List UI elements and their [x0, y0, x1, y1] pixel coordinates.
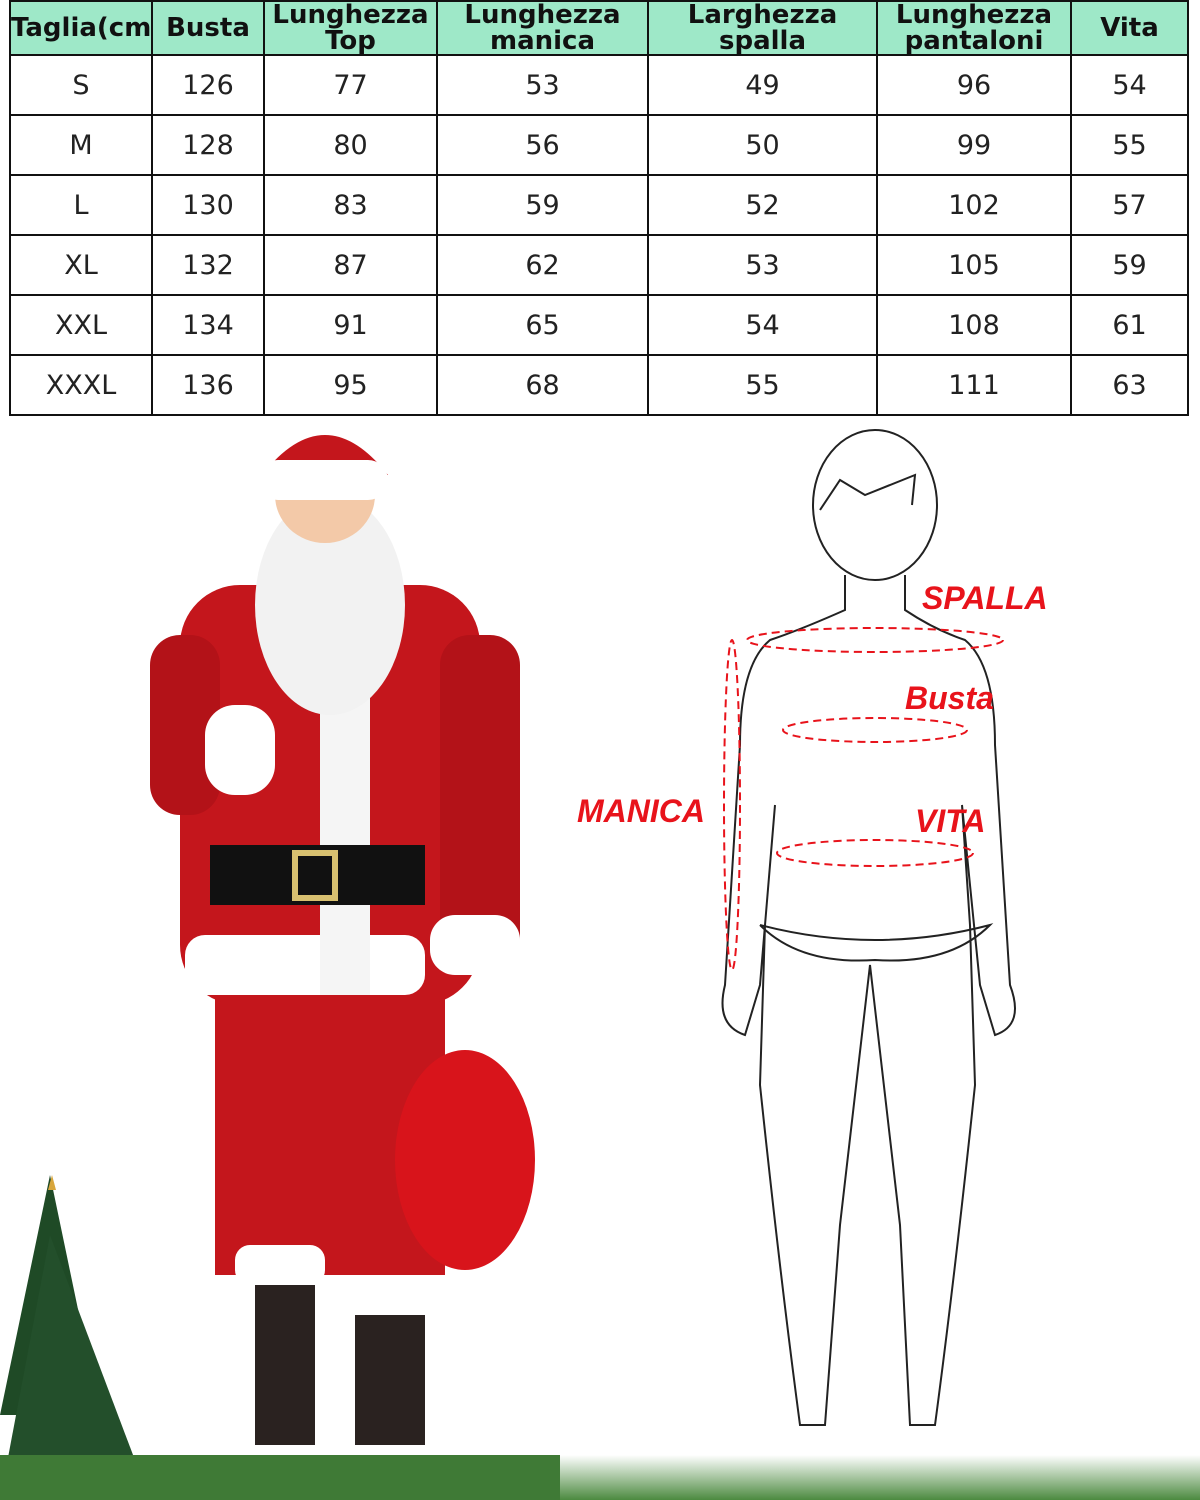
table-cell: 63	[1070, 354, 1189, 416]
table-cell: 87	[263, 234, 438, 296]
column-header: Lunghezza pantaloni	[876, 0, 1072, 56]
table-cell: 53	[647, 234, 878, 296]
table-cell: XXXL	[9, 354, 153, 416]
manica-label: MANICA	[577, 793, 705, 829]
table-cell: 61	[1070, 294, 1189, 356]
table-cell: 53	[436, 54, 649, 116]
table-cell: 126	[151, 54, 265, 116]
table-cell: 83	[263, 174, 438, 236]
table-cell: L	[9, 174, 153, 236]
table-cell: 65	[436, 294, 649, 356]
column-header: Larghezza spalla	[647, 0, 878, 56]
table-cell: 68	[436, 354, 649, 416]
table-cell: 102	[876, 174, 1072, 236]
vita-label: VITA	[915, 803, 986, 839]
table-cell: 56	[436, 114, 649, 176]
table-cell: XXL	[9, 294, 153, 356]
column-header: Lunghezza manica	[436, 0, 649, 56]
table-row: M 128 80 56 50 99 55	[9, 114, 1189, 176]
table-cell: 62	[436, 234, 649, 296]
table-cell: 91	[263, 294, 438, 356]
table-cell: 55	[1070, 114, 1189, 176]
table-cell: 50	[647, 114, 878, 176]
table-cell: M	[9, 114, 153, 176]
table-row: XXL 134 91 65 54 108 61	[9, 294, 1189, 356]
table-cell: 54	[647, 294, 878, 356]
column-header: Taglia(cm)	[9, 0, 153, 56]
table-cell: 95	[263, 354, 438, 416]
table-row: XXXL 136 95 68 55 111 63	[9, 354, 1189, 416]
table-cell: 57	[1070, 174, 1189, 236]
table-cell: 96	[876, 54, 1072, 116]
table-cell: 55	[647, 354, 878, 416]
body-measurement-diagram	[721, 429, 1016, 1426]
column-header: Lunghezza Top	[263, 0, 438, 56]
table-row: L 130 83 59 52 102 57	[9, 174, 1189, 236]
table-cell: 130	[151, 174, 265, 236]
greenery-border	[560, 1455, 1200, 1500]
table-cell: 132	[151, 234, 265, 296]
busta-label: Busta	[905, 680, 994, 716]
table-cell: 136	[151, 354, 265, 416]
table-cell: 111	[876, 354, 1072, 416]
table-cell: 59	[436, 174, 649, 236]
table-row: XL 132 87 62 53 105 59	[9, 234, 1189, 296]
table-cell: 52	[647, 174, 878, 236]
table-cell: 59	[1070, 234, 1189, 296]
table-cell: S	[9, 54, 153, 116]
column-header: Vita	[1070, 0, 1189, 56]
column-header: Busta	[151, 0, 265, 56]
table-cell: 54	[1070, 54, 1189, 116]
table-cell: 128	[151, 114, 265, 176]
table-cell: 99	[876, 114, 1072, 176]
table-cell: XL	[9, 234, 153, 296]
santa-costume-photo	[0, 435, 560, 1500]
size-chart-table: Taglia(cm) Busta Lunghezza Top Lunghezza ma…	[9, 0, 1189, 416]
spalla-label: SPALLA	[922, 580, 1048, 616]
table-cell: 80	[263, 114, 438, 176]
table-cell: 105	[876, 234, 1072, 296]
table-cell: 134	[151, 294, 265, 356]
table-cell: 108	[876, 294, 1072, 356]
table-row: S 126 77 53 49 96 54	[9, 54, 1189, 116]
table-cell: 77	[263, 54, 438, 116]
table-cell: 49	[647, 54, 878, 116]
